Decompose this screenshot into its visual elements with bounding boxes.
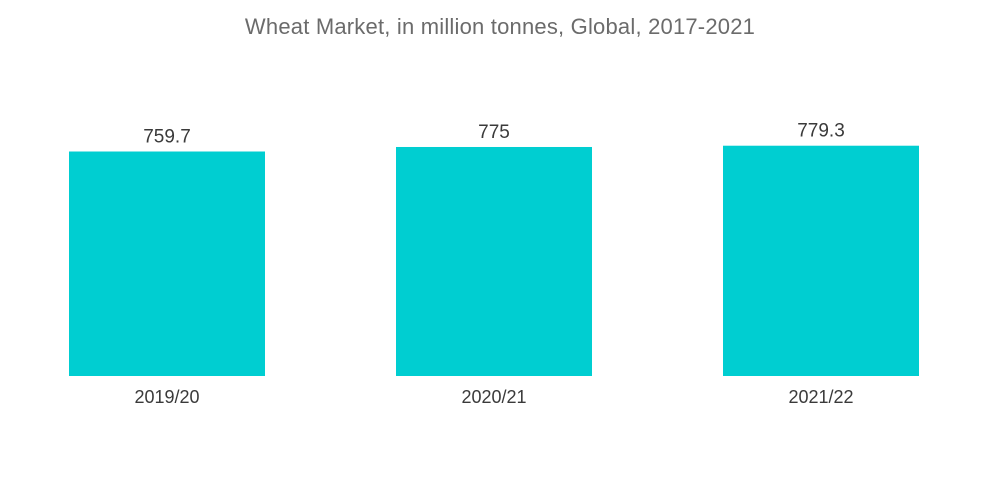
x-tick-label-2019-20: 2019/20 [134, 387, 199, 407]
x-tick-label-2021-22: 2021/22 [788, 387, 853, 407]
data-label-2020-21: 775 [478, 122, 510, 143]
data-label-2019-20: 759.7 [143, 127, 191, 148]
x-tick-label-2020-21: 2020/21 [461, 387, 526, 407]
chart-title: Wheat Market, in million tonnes, Global,… [244, 14, 756, 39]
bar-2021-22 [723, 145, 919, 376]
bar-2019-20 [69, 151, 265, 376]
bar-2020-21 [396, 146, 592, 376]
data-label-2021-22: 779.3 [797, 121, 845, 142]
